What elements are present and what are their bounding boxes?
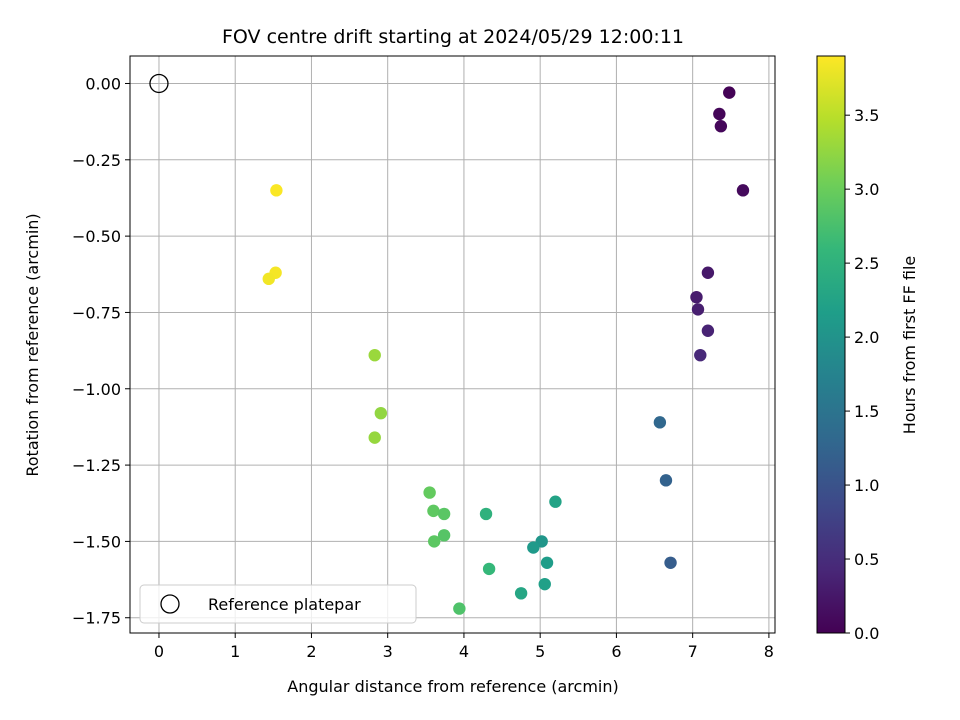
x-axis-ticks: 0 1 2 3 4 5 6 7 8 bbox=[154, 633, 774, 661]
data-point bbox=[540, 556, 554, 569]
data-point bbox=[368, 348, 381, 362]
data-point bbox=[374, 406, 388, 420]
data-point bbox=[714, 120, 728, 133]
y-tick-label: −1.75 bbox=[72, 609, 121, 628]
data-point bbox=[701, 266, 715, 279]
y-axis-ticks: 0.00 −0.25 −0.50 −0.75 −1.00 −1.25 −1.50 −1.75 bbox=[72, 74, 130, 628]
colorbar-tick-label: 1.0 bbox=[854, 476, 879, 495]
colorbar-tick-label: 0.0 bbox=[854, 624, 879, 643]
plot-frame bbox=[129, 55, 776, 634]
data-point bbox=[538, 577, 551, 591]
data-point bbox=[691, 303, 705, 316]
y-tick-label: −1.25 bbox=[72, 456, 121, 475]
data-point bbox=[482, 562, 496, 576]
data-point bbox=[723, 86, 736, 99]
y-axis-label: Rotation from reference (arcmin) bbox=[23, 213, 42, 476]
colorbar-tick-label: 0.5 bbox=[854, 550, 879, 569]
x-tick-label: 2 bbox=[306, 642, 316, 661]
data-point bbox=[262, 272, 275, 286]
x-tick-label: 4 bbox=[459, 642, 469, 661]
data-point bbox=[453, 602, 466, 615]
data-points bbox=[149, 73, 750, 615]
colorbar-ticks: 0.0 0.5 1.0 1.5 2.0 2.5 3.0 3.5 bbox=[845, 106, 879, 643]
colorbar-tick-label: 3.5 bbox=[854, 106, 879, 125]
colorbar: 0.0 0.5 1.0 1.5 2.0 2.5 3.0 3.5 Hours from firs… bbox=[816, 55, 919, 643]
data-point bbox=[664, 556, 677, 569]
colorbar-tick-label: 2.5 bbox=[854, 254, 879, 273]
x-tick-label: 7 bbox=[688, 642, 698, 661]
data-point bbox=[694, 348, 707, 362]
data-point bbox=[437, 529, 451, 542]
x-tick-label: 6 bbox=[611, 642, 621, 661]
colorbar-tick-label: 3.0 bbox=[854, 180, 879, 199]
colorbar-label: Hours from first FF file bbox=[900, 256, 919, 435]
y-tick-label: 0.00 bbox=[85, 74, 121, 93]
data-point bbox=[736, 184, 750, 197]
data-point bbox=[653, 416, 667, 429]
y-tick-label: −0.75 bbox=[72, 303, 121, 322]
y-tick-label: −1.50 bbox=[72, 532, 121, 551]
data-point bbox=[427, 504, 440, 518]
data-point bbox=[713, 107, 726, 121]
y-tick-label: −0.25 bbox=[72, 151, 121, 170]
colorbar-frame bbox=[816, 55, 846, 634]
grid-lines bbox=[130, 56, 775, 633]
y-tick-label: −1.00 bbox=[72, 380, 121, 399]
legend: Reference platepar bbox=[139, 584, 417, 624]
y-tick-label: −0.50 bbox=[72, 227, 121, 246]
legend-box bbox=[139, 584, 417, 624]
colorbar-tick-label: 1.5 bbox=[854, 402, 879, 421]
data-point bbox=[437, 507, 451, 521]
data-point bbox=[701, 324, 715, 337]
reference-point-marker bbox=[149, 73, 169, 94]
colorbar-gradient bbox=[817, 56, 845, 633]
data-point bbox=[514, 587, 528, 600]
legend-label-reference: Reference platepar bbox=[208, 595, 361, 614]
x-tick-label: 1 bbox=[230, 642, 240, 661]
data-point bbox=[659, 474, 673, 487]
x-tick-label: 3 bbox=[383, 642, 393, 661]
x-axis-label: Angular distance from reference (arcmin) bbox=[287, 677, 618, 696]
data-point bbox=[423, 486, 436, 499]
x-tick-label: 8 bbox=[764, 642, 774, 661]
colorbar-tick-label: 2.0 bbox=[854, 328, 879, 347]
data-point bbox=[549, 495, 562, 508]
x-tick-label: 5 bbox=[535, 642, 545, 661]
x-tick-label: 0 bbox=[154, 642, 164, 661]
chart-title: FOV centre drift starting at 2024/05/29 … bbox=[222, 26, 684, 48]
legend-marker-reference bbox=[160, 594, 180, 614]
data-point bbox=[527, 541, 540, 554]
data-point bbox=[270, 184, 283, 197]
data-point bbox=[428, 535, 441, 548]
data-point bbox=[479, 507, 493, 521]
data-point bbox=[690, 290, 703, 304]
data-point bbox=[368, 431, 381, 444]
